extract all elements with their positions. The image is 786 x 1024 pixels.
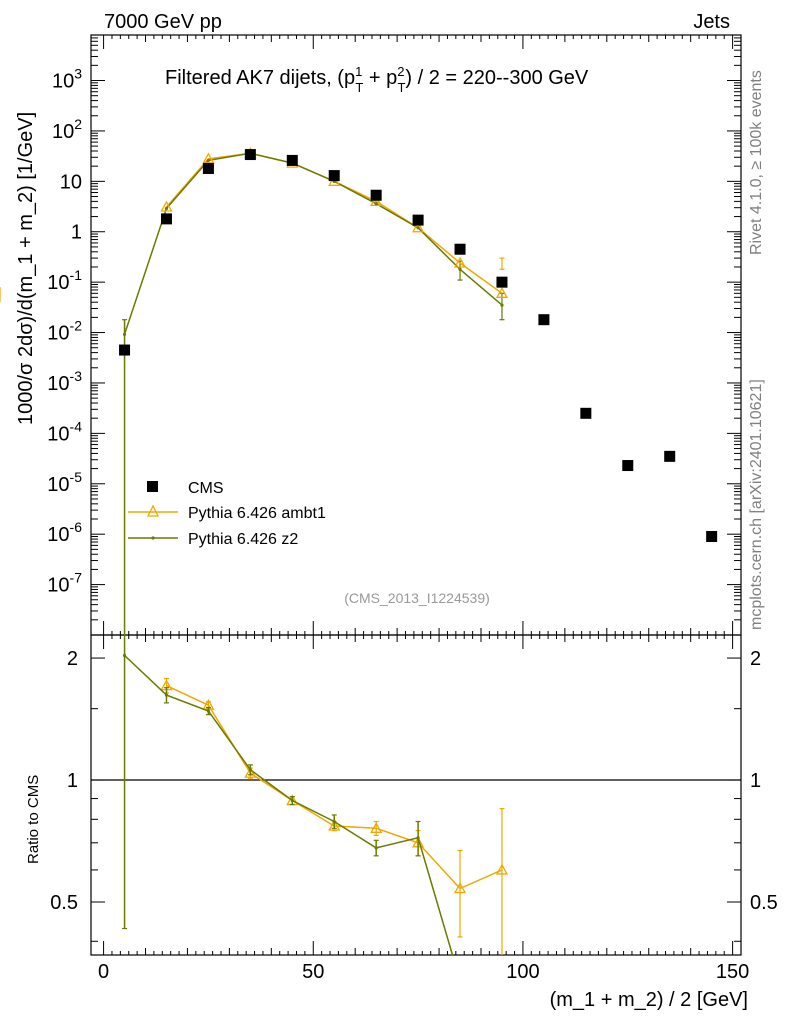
ambt1-ratio-point <box>244 766 257 778</box>
y-tick-label: 10-5 <box>47 469 82 496</box>
z2-point <box>374 202 378 206</box>
x-tick-label: 100 <box>506 961 539 983</box>
svg-text:Filtered AK7 dijets, (p1T + p2: Filtered AK7 dijets, (p1 T + p2 T) / 2 = 2… <box>165 64 589 95</box>
z2-point <box>500 303 504 307</box>
ratio-tick-label: 2 <box>750 648 761 670</box>
ratio-tick-label: 1 <box>67 770 78 792</box>
rivet-label: Rivet 4.1.0, ≥ 100k events <box>748 70 765 255</box>
axis-ticks: 0 50 100 15010-710-610-510-410-310-210-1110… <box>47 34 778 983</box>
cms-point <box>496 276 508 288</box>
ambt1-point <box>370 195 383 207</box>
ambt1-point <box>453 256 467 268</box>
cms-point <box>580 407 592 419</box>
ambt1-ratio-line <box>166 684 503 890</box>
z2-ratio-point <box>290 798 294 803</box>
cms-point <box>119 344 131 356</box>
y-axis-title: 1000/σ 2dσ)/d(m_1 + m_2) [1/GeV] <box>15 112 37 425</box>
legend-label-z2: Pythia 6.426 z2 <box>188 531 298 548</box>
ambt1-point <box>160 200 173 212</box>
ratio-plot-frame <box>90 634 742 956</box>
plot-title: Filtered AK7 dijets, (p1 T + p2 T) / 2 = 2… <box>165 64 589 95</box>
x-tick-label: 0 <box>98 961 109 983</box>
ratio-tick-label: 1 <box>750 770 761 792</box>
ratio-tick-label: 0.5 <box>50 892 78 914</box>
main-layer <box>0 146 718 635</box>
ambt1-point <box>411 221 425 233</box>
y-tick-label: 10-7 <box>47 570 82 597</box>
z2-ratio-point <box>332 819 336 824</box>
x-tick-label: 150 <box>716 961 749 983</box>
ratio-tick-label: 0.5 <box>750 892 778 914</box>
ambt1-ratio-point <box>370 821 383 833</box>
z2-ratio-point <box>206 709 211 713</box>
y-tick-label: 10-6 <box>47 519 82 546</box>
legend-marker-z2 <box>151 536 155 540</box>
cms-point <box>286 154 298 166</box>
cms-point <box>202 162 214 174</box>
y-tick-label: 10-3 <box>47 368 82 395</box>
ambt1-ratio-point <box>328 819 341 831</box>
y-tick-label: 10-2 <box>47 318 82 345</box>
z2-point <box>458 267 462 271</box>
legend-marker-cms <box>147 481 158 492</box>
z2-ratio-line <box>123 654 454 956</box>
mcplots-label: mcplots.cern.ch [arXiv:2401.10621] <box>748 379 765 630</box>
legend: CMS Pythia 6.426 ambt1 Pythia 6.426 z2 <box>128 480 326 548</box>
cms-point <box>622 460 634 472</box>
z2-line <box>123 152 503 335</box>
cms-point <box>454 243 466 255</box>
x-tick-label: 50 <box>302 961 324 983</box>
cms-point <box>412 214 424 226</box>
z2-ratio-point <box>248 768 252 772</box>
z2-point <box>122 332 127 336</box>
z2-point <box>164 206 169 211</box>
z2-ratio-point <box>122 653 127 658</box>
z2-ratio-point <box>164 693 169 697</box>
ratio-layer <box>91 635 741 956</box>
y-tick-label: 1 <box>71 222 82 244</box>
cms-point <box>706 530 718 542</box>
y-tick-label: 10-1 <box>47 267 82 294</box>
energy-label: 7000 GeV pp <box>104 11 222 33</box>
ratio-axis-title: Ratio to CMS <box>25 775 42 864</box>
cms-point <box>370 189 382 201</box>
y-tick-label: 103 <box>52 66 82 93</box>
z2-ratio-point <box>374 846 378 850</box>
ambt1-point <box>495 286 509 298</box>
legend-label-cms: CMS <box>188 480 224 497</box>
z2-point <box>206 158 211 163</box>
y-tick-label: 10-4 <box>47 418 82 445</box>
x-axis-title: (m_1 + m_2) / 2 [GeV] <box>550 989 748 1011</box>
z2-ratio-point <box>416 836 420 840</box>
ratio-tick-label: 2 <box>67 648 78 670</box>
y-tick-label: 10 <box>60 171 82 193</box>
z2-point <box>416 226 420 230</box>
legend-marker-ambt1 <box>146 504 160 517</box>
ambt1-ratio-point <box>453 882 467 894</box>
cms-point <box>538 314 550 326</box>
cms-point <box>328 170 340 182</box>
cms-point <box>244 149 256 161</box>
legend-label-ambt1: Pythia 6.426 ambt1 <box>188 505 326 522</box>
ambt1-point <box>202 152 215 164</box>
cms-point <box>160 213 172 225</box>
analysis-id: (CMS_2013_I1224539) <box>344 590 490 606</box>
ambt1-ratio-point <box>495 863 509 875</box>
category-label: Jets <box>693 11 730 33</box>
y-tick-label: 102 <box>52 116 82 143</box>
cms-point <box>664 450 676 462</box>
